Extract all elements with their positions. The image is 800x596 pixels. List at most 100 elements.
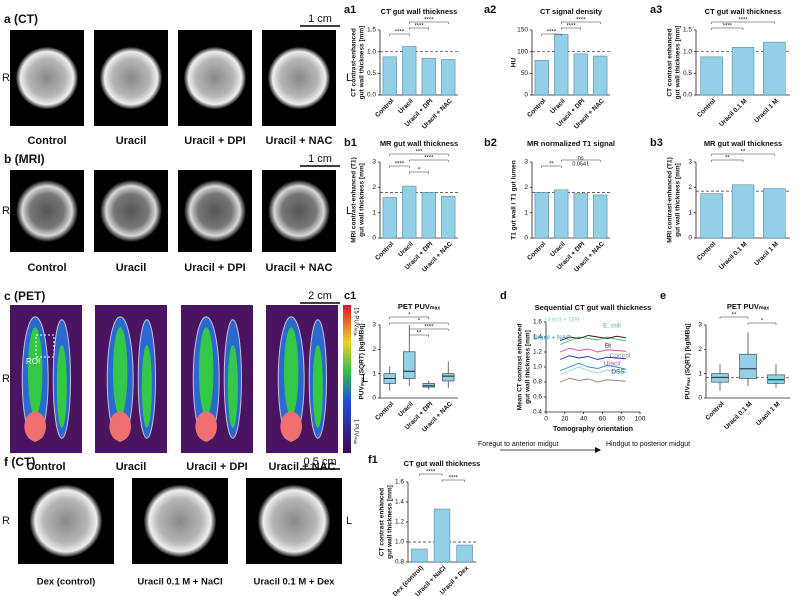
scan-gut [99,46,163,110]
series-line [559,366,626,375]
bar [700,56,723,96]
legend-entry: Control [610,353,632,360]
series-line [559,355,626,360]
x-tick-label: Uracil [397,98,415,116]
y-tick-label: 0 [698,395,702,402]
pet-signal [227,344,238,428]
y-axis-label: CT contrast enhanced [667,28,674,96]
y-tick-label: 1.0 [683,48,692,55]
bar [402,46,417,96]
y-axis-label: gut wall thickness [mm] [359,26,366,100]
y-tick-label: 0.0 [683,92,692,99]
significance-bracket [561,27,581,30]
significance-label: **** [449,476,459,482]
y-tick-label: 1 [372,370,376,377]
significance-label: ** [732,313,737,319]
significance-label: *** [415,150,423,156]
bar [534,60,549,96]
y-axis-label: gut wall thickness [mm] [675,163,682,237]
y-tick-label: 3 [698,322,702,329]
chart-title: CT gut wall thickness [381,7,458,16]
series-line [559,336,626,345]
significance-bracket [389,33,410,36]
series-line [559,347,626,353]
x-tick-label: Control [374,98,395,119]
legend-entry: E. coli [603,323,621,330]
bar [763,188,786,239]
scan-gut [99,179,163,243]
significance-bracket [409,334,429,337]
panel-label: c1 [344,290,356,302]
bar [441,59,456,96]
significance-bracket [389,316,429,319]
y-axis-label: PUVₘₐₓ (SQRT) [kg/MBq] [359,323,366,399]
image-caption: Uracil + DPI [186,461,247,473]
y-tick-label: 1.6 [533,319,542,326]
y-axis-label: T1 gut wall / T1 gut lumen [511,160,518,239]
image-caption: Uracil + NAC [269,461,336,473]
colorbar [343,305,351,453]
bar [554,34,569,96]
bar [731,47,755,96]
y-tick-label: 1 [372,209,376,216]
box [442,373,455,382]
x-tick-label: Uracil 0.1 M [723,401,754,432]
scale-label: 1 cm [308,153,332,165]
y-tick-label: 0 [524,92,528,99]
colorbar-label: 15 PUVₘₐₓ [352,307,358,336]
significance-label: * [761,319,764,325]
significance-bracket [409,171,429,174]
pet-signal [141,344,152,428]
significance-bracket [711,159,744,162]
series-line [559,377,626,383]
significance-label: **** [566,24,576,30]
significance-bracket [389,322,449,325]
y-tick-label: 0 [372,235,376,242]
bar [534,192,549,239]
significance-label: **** [424,325,434,331]
y-tick-label: 3 [688,159,692,166]
image-caption: Dex (control) [37,577,96,588]
significance-label: ** [725,156,730,162]
y-tick-label: 1.2 [533,349,542,356]
significance-label: **** [723,24,733,30]
side-label: L [362,373,368,385]
x-tick-label: 40 [580,416,588,423]
y-tick-label: 1.2 [395,519,404,526]
y-tick-label: 2 [698,346,702,353]
scale-label: 0.5 cm [303,456,336,468]
significance-bracket [541,33,562,36]
chart-title: PET PUVₘₐₓ [398,302,441,311]
x-axis-label: Tomography orientation [553,426,633,433]
side-label: R [2,373,10,385]
significance-label: **** [424,156,434,162]
y-axis-label: MRI contrast-enhanced (T1) [667,157,674,243]
significance-bracket [419,473,443,476]
y-tick-label: 1.4 [395,499,404,506]
x-tick-label: Uracil [549,98,567,116]
x-tick-label: Uracil 1 M [755,401,782,428]
y-tick-label: 3 [524,159,528,166]
bar [573,53,588,96]
pet-signal [312,344,323,428]
scan-gut [257,484,331,558]
y-tick-label: 3 [372,159,376,166]
x-tick-label: 60 [599,416,607,423]
y-tick-label: 100 [517,48,528,55]
bar [731,184,755,239]
significance-label: **** [426,470,436,476]
significance-label: ** [741,150,746,156]
x-tick-label: Uracil [397,241,415,259]
image-caption: Uracil [116,262,147,274]
side-label: R [2,515,10,527]
x-tick-label: Uracil [549,241,567,259]
legend-entry: DSS [611,369,625,376]
bar [421,57,436,96]
panel-label: a1 [344,4,356,16]
x-tick-label: 0 [544,416,548,423]
significance-bracket [561,21,601,24]
x-tick-label: 80 [618,416,626,423]
y-tick-label: 1.0 [367,48,376,55]
significance-label: * [418,168,421,174]
